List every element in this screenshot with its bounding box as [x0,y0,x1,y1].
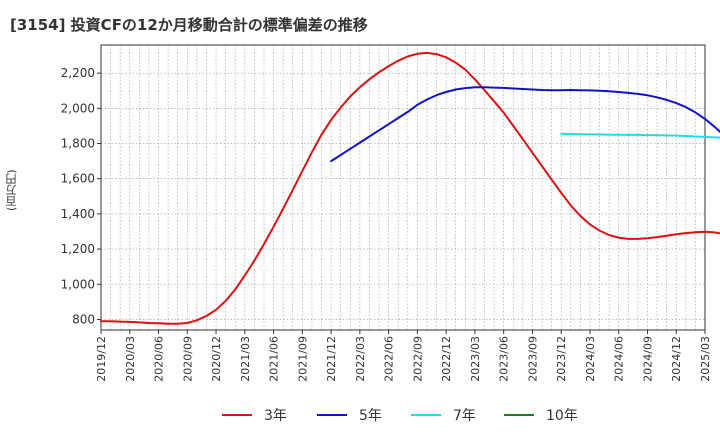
y-tick-label: 1,600 [61,172,95,186]
y-tick-labels: 800 1,000 1,200 1,400 1,600 1,800 2,000 2,200 [61,66,101,326]
plot-border [100,44,706,331]
plot-frame [100,44,706,331]
legend-item: 10年 [504,404,578,426]
y-tick-label: 1,000 [61,277,95,291]
x-tick-label: 2024/09 [641,336,654,382]
legend-label: 10年 [546,408,578,424]
legend-label: 3年 [264,408,287,424]
x-tick-labels: 2019/12 2020/03 2020/06 2020/09 2020/12 2021/… [95,330,712,382]
y-tick-label: 2,000 [61,101,95,115]
x-tick-label: 2024/12 [670,336,683,382]
legend-swatch [411,414,441,416]
x-tick-label: 2024/06 [613,336,626,382]
x-tick-label: 2021/09 [296,336,309,382]
x-tick-label: 2023/03 [469,336,482,382]
x-tick-label: 2020/12 [210,336,223,382]
x-tick-label: 2023/09 [526,336,539,382]
legend-swatch [317,414,347,416]
x-tick-label: 2024/03 [584,336,597,382]
x-tick-label: 2021/03 [239,336,252,382]
series-line-1 [100,51,720,325]
legend-label: 7年 [453,408,476,424]
series-line-2 [330,86,720,163]
y-tick-label: 1,200 [61,242,95,256]
series-line-3 [560,132,720,139]
x-tick-label: 2023/06 [498,336,511,382]
x-tick-label: 2022/03 [354,336,367,382]
y-tick-label: 2,200 [61,66,95,80]
y-tick-label: 1,400 [61,207,95,221]
series-layer [100,51,720,325]
legend-item: 5年 [317,404,382,426]
legend-label: 5年 [359,408,382,424]
legend-swatch [504,414,534,416]
chart-title: [3154] 投資CFの12か月移動合計の標準偏差の推移 [10,16,368,34]
x-tick-label: 2022/12 [440,336,453,382]
legend-item: 3年 [222,404,287,426]
x-tick-label: 2020/09 [181,336,194,382]
x-tick-label: 2021/06 [268,336,281,382]
legend-item: 7年 [411,404,476,426]
x-tick-label: 2020/06 [153,336,166,382]
x-tick-label: 2021/12 [325,336,338,382]
x-tick-label: 2022/06 [383,336,396,382]
legend: 3年 5年 7年 10年 [0,404,720,426]
grid-lines [100,45,706,330]
x-tick-label: 2022/09 [411,336,424,382]
y-tick-label: 1,800 [61,137,95,151]
line-chart: 800 1,000 1,200 1,400 1,600 1,800 2,000 2,200 2… [61,44,720,382]
x-tick-label: 2025/03 [699,336,712,382]
x-tick-label: 2023/12 [555,336,568,382]
x-tick-label: 2019/12 [95,336,108,382]
x-tick-label: 2020/03 [124,336,137,382]
y-tick-label: 800 [72,312,95,326]
legend-swatch [222,414,252,416]
